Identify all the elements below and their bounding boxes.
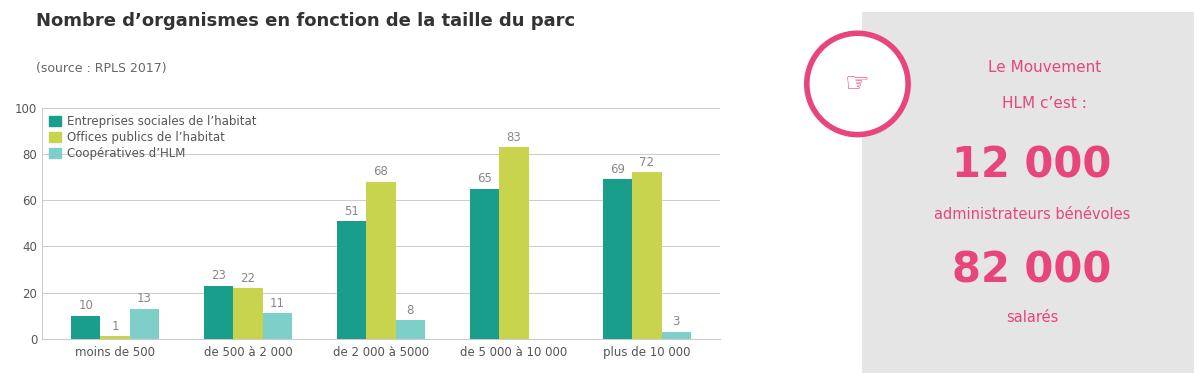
Text: administrateurs bénévoles: administrateurs bénévoles [934,207,1130,222]
Text: (source : RPLS 2017): (source : RPLS 2017) [36,62,167,75]
Text: 13: 13 [137,292,152,305]
Ellipse shape [806,33,908,135]
Text: 22: 22 [240,271,256,285]
Bar [71,316,101,339]
Bar [204,286,234,339]
Bar [337,221,366,339]
Bar [604,179,632,339]
Text: 3: 3 [672,315,680,328]
Bar [396,320,425,339]
Text: HLM c’est :: HLM c’est : [1002,96,1087,111]
Text: 82 000: 82 000 [953,249,1112,291]
Text: 12 000: 12 000 [953,144,1112,186]
Bar [632,172,661,339]
Text: 11: 11 [270,297,284,310]
Bar [101,336,130,339]
Text: salarés: salarés [1006,310,1058,325]
Text: 65: 65 [478,172,492,185]
Bar [234,288,263,339]
Bar [130,309,158,339]
Text: 10: 10 [78,299,94,312]
Bar [499,147,528,339]
Text: Nombre d’organismes en fonction de la taille du parc: Nombre d’organismes en fonction de la ta… [36,12,575,30]
Text: 51: 51 [344,204,359,218]
Text: 1: 1 [112,320,119,333]
Legend: Entreprises sociales de l’habitat, Offices publics de l’habitat, Coopératives d’: Entreprises sociales de l’habitat, Offic… [48,114,258,161]
Text: 72: 72 [640,156,654,169]
Bar [661,332,691,339]
Text: 23: 23 [211,269,227,282]
Bar [366,182,396,339]
Text: 69: 69 [610,163,625,176]
FancyBboxPatch shape [862,12,1194,373]
Bar [263,313,292,339]
Text: 83: 83 [506,131,521,144]
Bar [470,189,499,339]
Text: 68: 68 [373,165,389,178]
Text: 8: 8 [407,304,414,317]
Text: Le Mouvement: Le Mouvement [989,60,1102,75]
Text: ☞: ☞ [845,70,870,98]
